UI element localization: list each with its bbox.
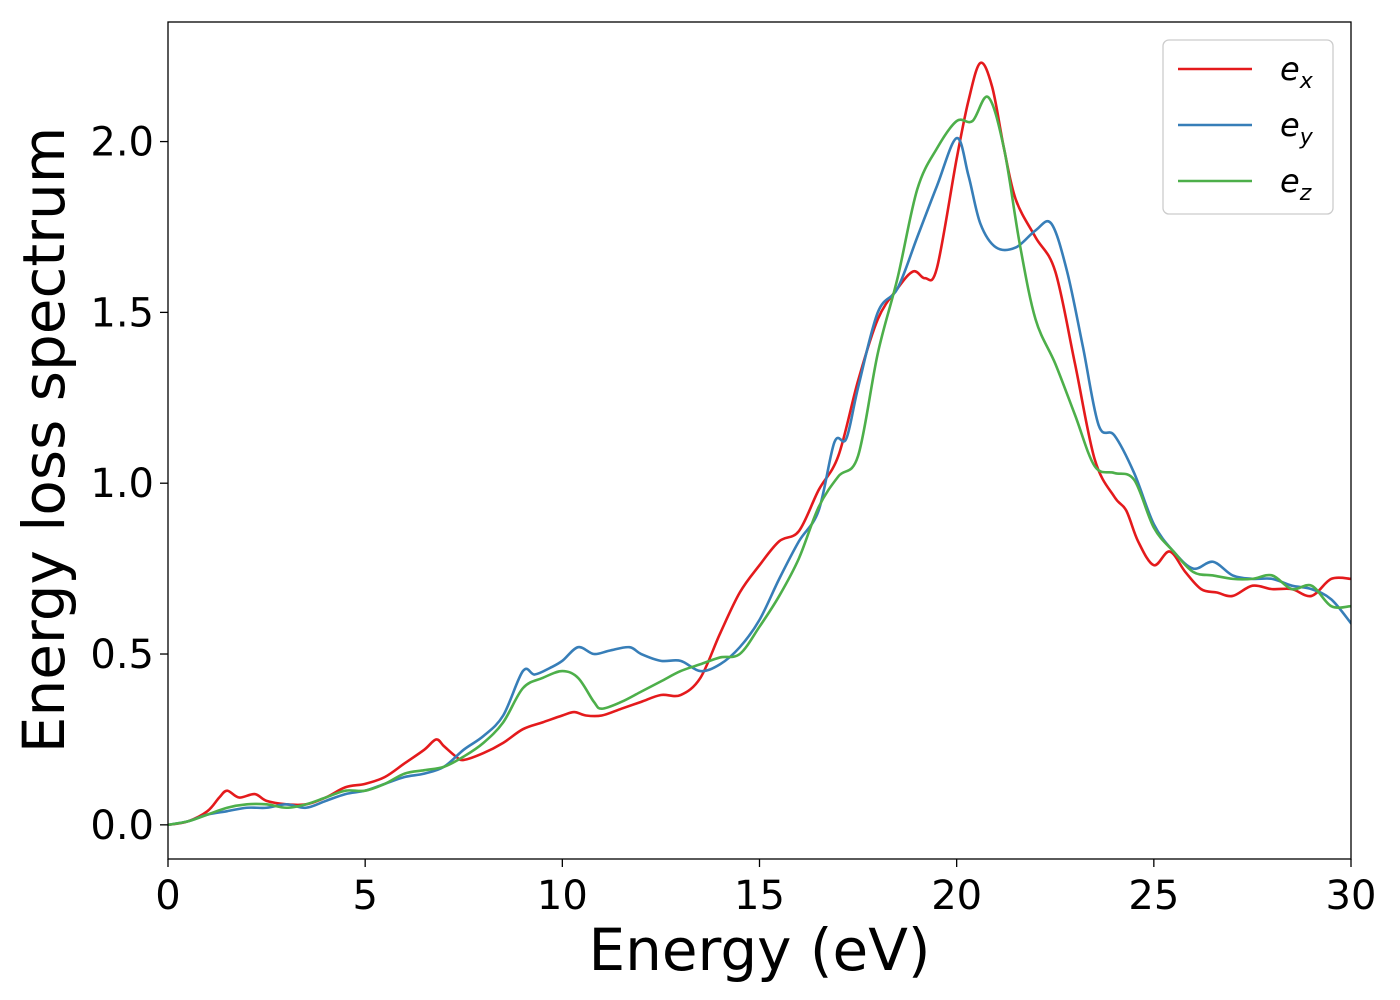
y-tick-label: 0.5	[90, 632, 154, 678]
y-tick-label: 1.0	[90, 461, 154, 507]
series-line-ez	[168, 95, 1351, 827]
y-tick-label: 0.0	[90, 803, 154, 849]
legend-label-ey: ey	[1280, 106, 1314, 150]
x-tick-label: 0	[155, 873, 180, 919]
x-tick-label: 5	[352, 873, 377, 919]
x-tick-label: 20	[931, 873, 982, 919]
series-line-ey	[168, 136, 1351, 827]
legend-box	[1162, 39, 1334, 215]
x-axis-title: Energy (eV)	[588, 916, 930, 984]
y-axis: 0.0 0.5 1.0 1.5 2.0	[90, 120, 168, 849]
x-tick-label: 15	[734, 873, 785, 919]
x-tick-label: 30	[1326, 873, 1377, 919]
x-tick-label: 10	[537, 873, 588, 919]
y-tick-label: 2.0	[90, 120, 154, 166]
x-axis: 0 5 10 15 20 25 30	[155, 859, 1376, 919]
y-tick-label: 1.5	[90, 290, 154, 336]
y-axis-title: Energy loss spectrum	[10, 127, 78, 753]
series-layer	[168, 61, 1351, 827]
x-tick-label: 25	[1128, 873, 1179, 919]
series-line-ex	[168, 61, 1351, 827]
legend-label-ex: ex	[1280, 50, 1314, 94]
